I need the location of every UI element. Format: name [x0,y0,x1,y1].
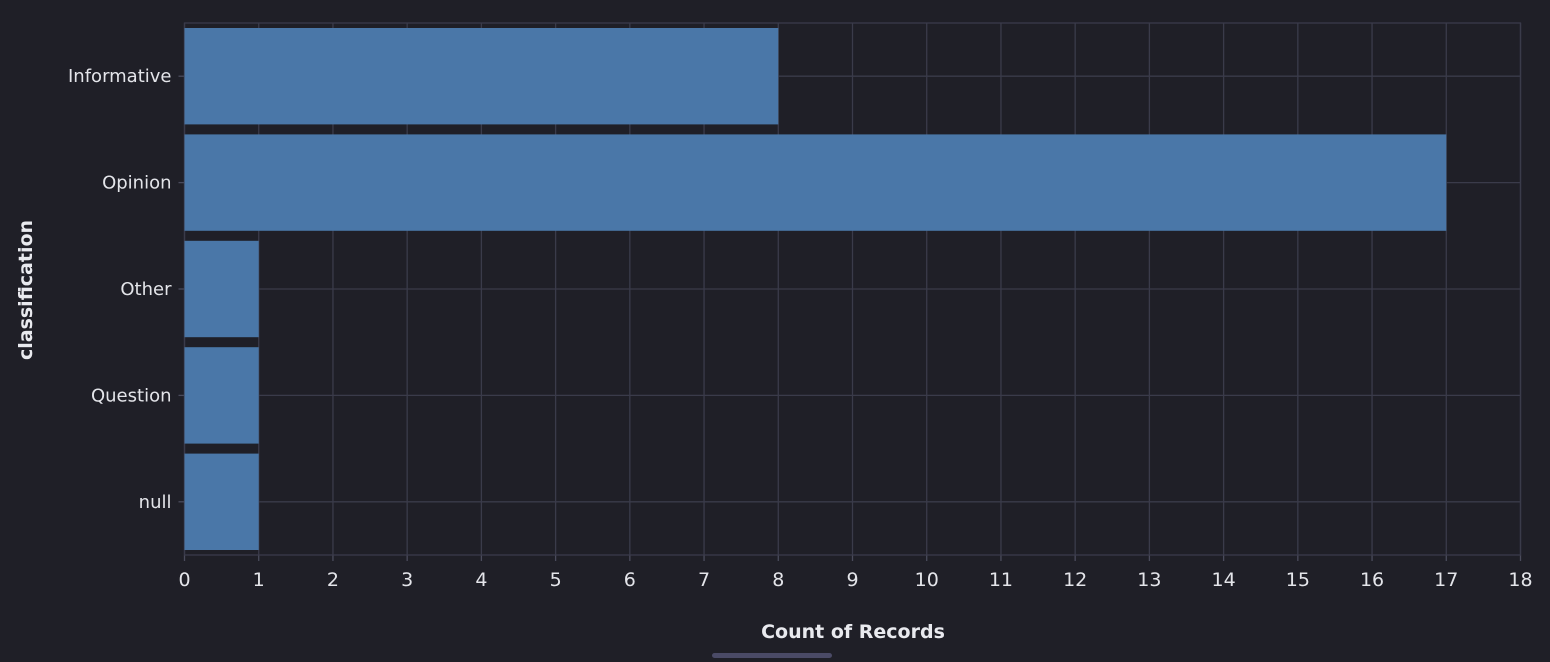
x-tick-label: 12 [1063,569,1087,591]
x-tick-label: 15 [1286,569,1310,591]
bar-other[interactable] [184,240,259,338]
bar-question[interactable] [184,347,259,444]
bar-opinion[interactable] [184,134,1447,231]
x-tick-label: 8 [772,569,784,591]
bar-informative[interactable] [184,28,779,125]
x-tick-label: 1 [253,569,265,591]
x-tick-label: 4 [475,569,487,591]
bars [184,28,1447,550]
x-tick-label: 17 [1434,569,1458,591]
x-tick-label: 13 [1137,569,1161,591]
bar-null[interactable] [184,453,259,550]
x-tick-label: 7 [698,569,710,591]
y-tick-label: Opinion [102,173,171,194]
y-axis-ticks: Informative Opinion Other Question null [68,66,172,513]
x-tick-label: 6 [624,569,636,591]
x-tick-label: 0 [178,569,190,591]
y-axis-title: classification [15,220,37,360]
x-tick-label: 10 [915,569,939,591]
y-tick-label: null [139,492,172,513]
x-tick-label: 9 [846,569,858,591]
x-tick-label: 18 [1508,569,1532,591]
x-tick-label: 2 [327,569,339,591]
scroll-indicator[interactable] [712,653,832,658]
x-tick-label: 14 [1212,569,1236,591]
y-tick-label: Other [120,279,172,300]
y-tick-label: Informative [68,66,172,87]
x-tick-label: 3 [401,569,413,591]
x-axis-ticks: 0 1 2 3 4 5 6 7 8 9 10 11 12 13 14 15 16 17 18 [178,569,1532,591]
y-tick-label: Question [91,385,172,406]
x-tick-label: 11 [989,569,1013,591]
x-axis-title: Count of Records [761,621,945,643]
x-tick-label: 16 [1360,569,1384,591]
x-tick-label: 5 [550,569,562,591]
